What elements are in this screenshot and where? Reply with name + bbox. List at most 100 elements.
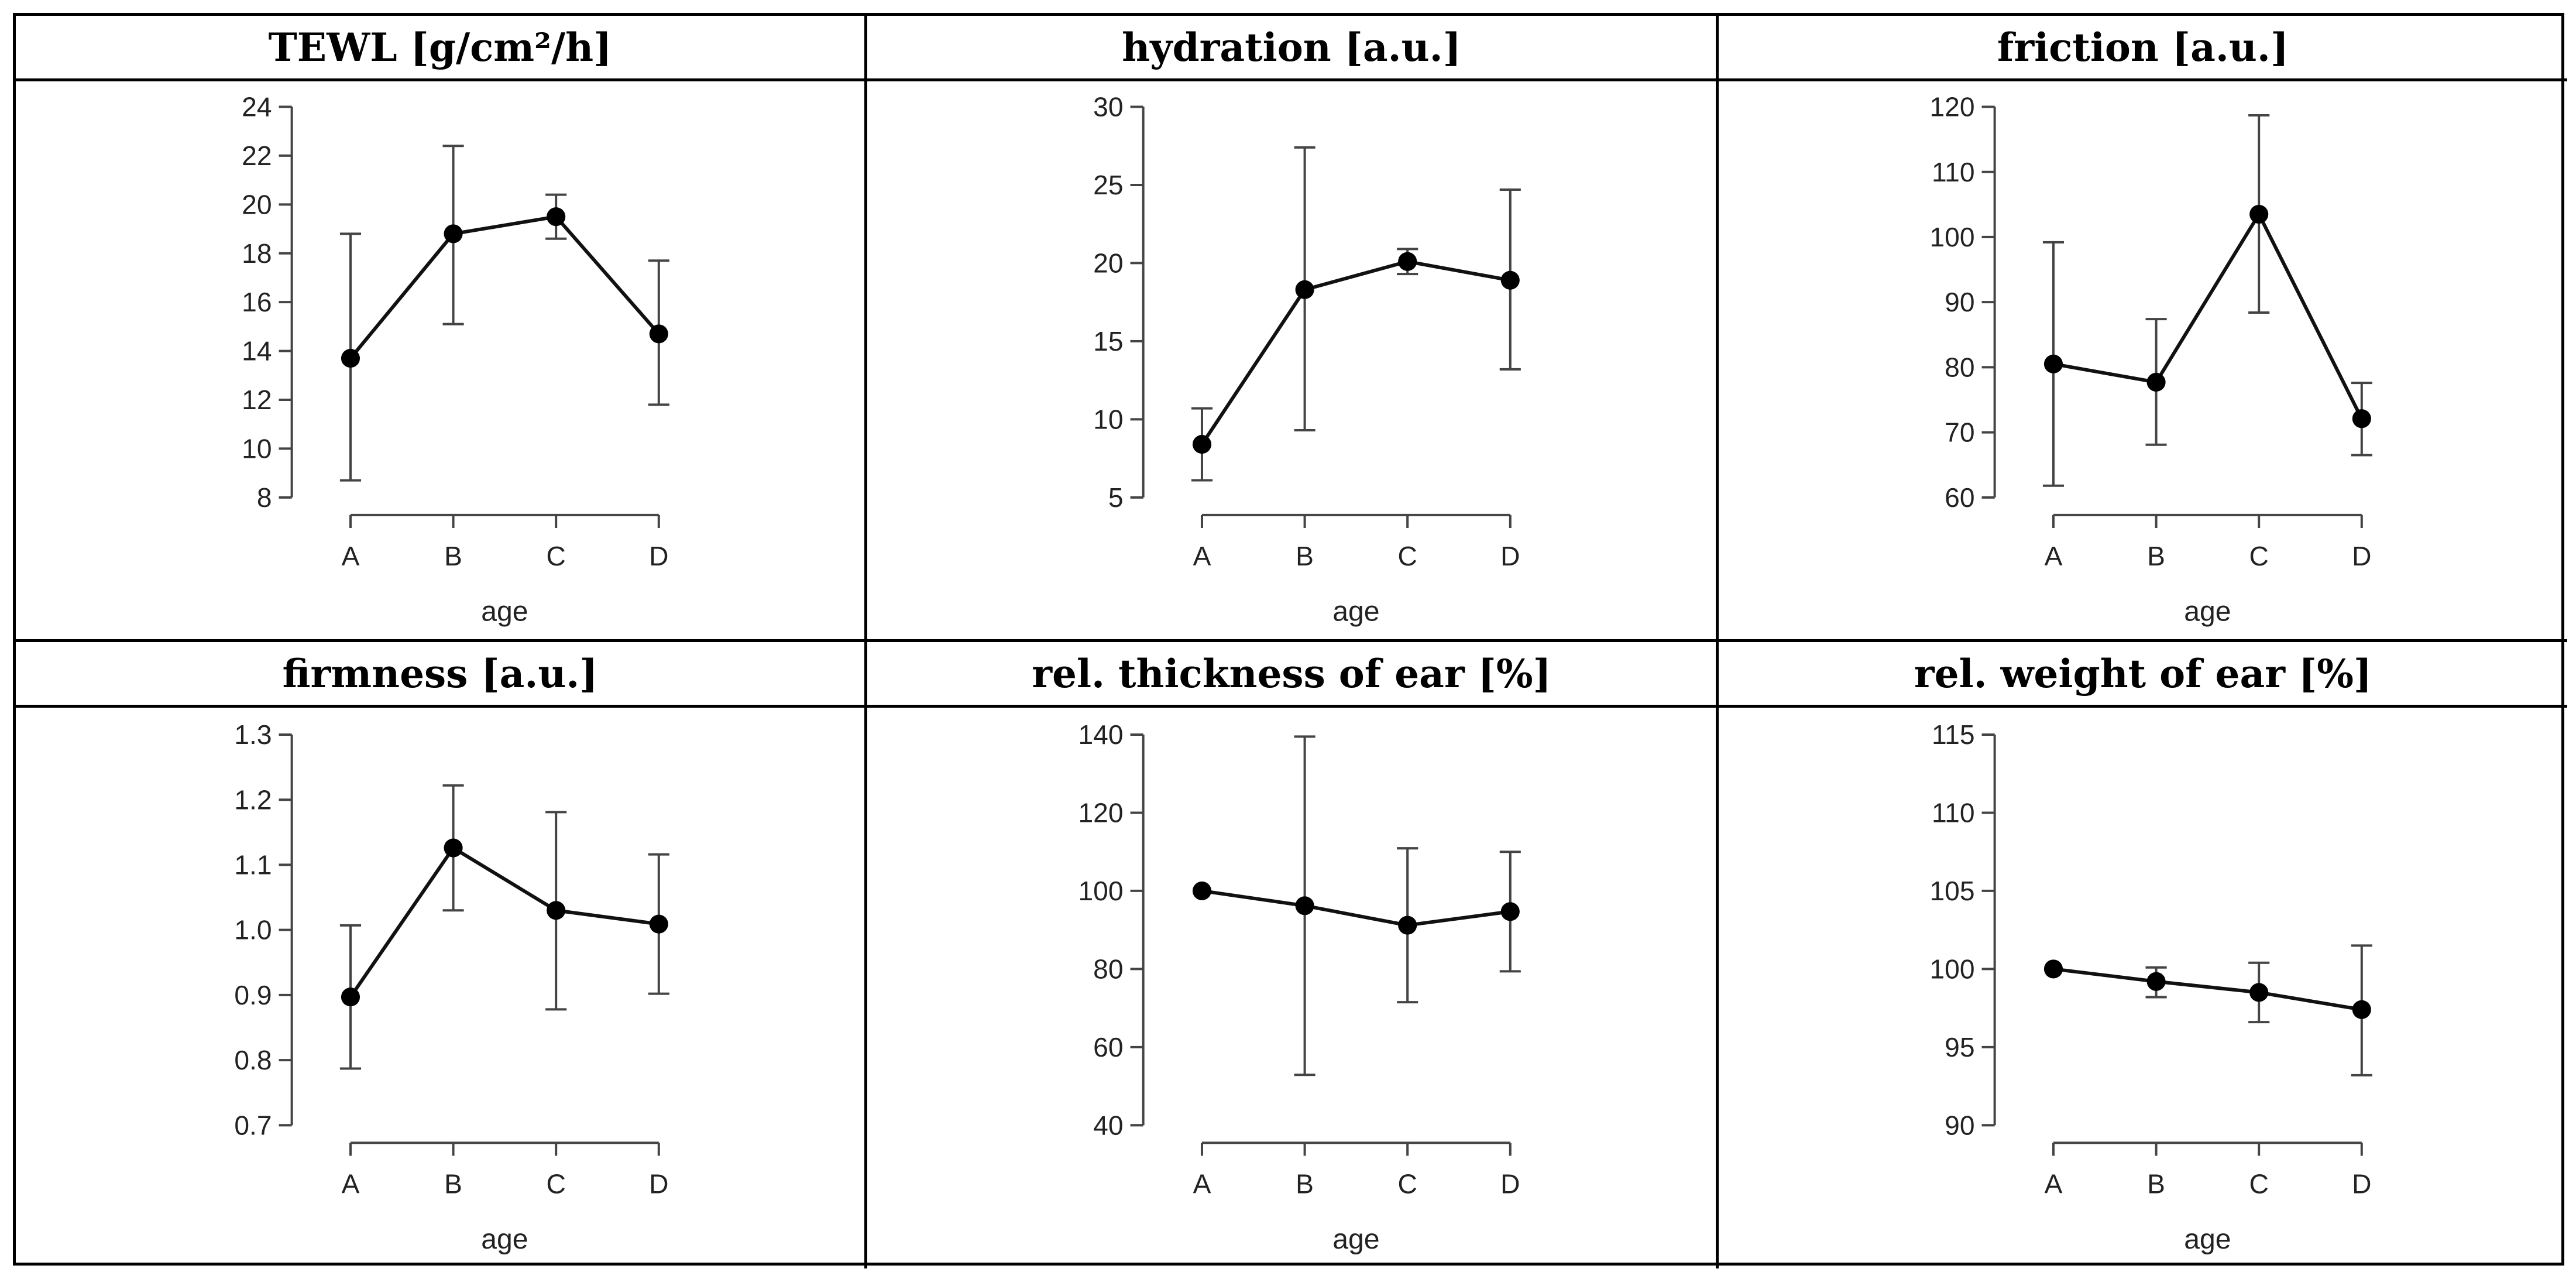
y-tick-label: 60 [1945, 482, 1974, 513]
y-tick-label: 0.8 [234, 1045, 272, 1075]
data-point [547, 207, 566, 227]
data-point [649, 914, 668, 934]
y-tick-label: 15 [1093, 326, 1123, 356]
y-tick-label: 1.1 [234, 849, 272, 880]
panel-title: hydration [a.u.] [867, 16, 1716, 81]
y-tick-label: 120 [1930, 92, 1975, 122]
x-tick-label: A [2045, 541, 2063, 571]
x-tick-label: B [444, 541, 462, 571]
data-point [1500, 902, 1520, 921]
x-tick-label: B [1296, 1169, 1314, 1199]
data-point [341, 987, 360, 1007]
y-tick-label: 14 [242, 336, 272, 366]
y-tick-label: 20 [242, 189, 272, 220]
x-tick-label: C [1398, 1169, 1417, 1199]
y-tick-label: 30 [1093, 92, 1123, 122]
data-point [1295, 280, 1314, 299]
x-tick-label: B [1296, 541, 1314, 571]
x-tick-label: C [1398, 541, 1417, 571]
data-point [649, 324, 668, 344]
y-tick-label: 100 [1930, 222, 1975, 252]
data-point [1398, 915, 1417, 935]
y-tick-label: 90 [1945, 287, 1974, 317]
data-point [2352, 409, 2371, 428]
series-line [2053, 210, 2364, 420]
x-tick-label: D [649, 1169, 668, 1199]
y-tick-label: 40 [1093, 1110, 1123, 1140]
y-tick-label: 120 [1079, 798, 1124, 828]
x-tick-label: D [1500, 541, 1520, 571]
panel-title: rel. thickness of ear [%] [867, 642, 1716, 708]
data-point [1192, 434, 1212, 454]
y-tick-label: 1.3 [234, 719, 272, 750]
x-tick-label: C [547, 541, 566, 571]
x-tick-label: C [2249, 541, 2269, 571]
x-tick-label: D [2352, 541, 2371, 571]
data-point [2249, 204, 2269, 224]
x-axis-title: age [2184, 596, 2231, 628]
y-tick-label: 90 [1945, 1110, 1974, 1140]
y-tick-label: 16 [242, 287, 272, 317]
data-point [1398, 252, 1417, 271]
panel-title: friction [a.u.] [1719, 16, 2567, 81]
y-tick-label: 12 [242, 385, 272, 415]
y-tick-label: 140 [1079, 719, 1124, 750]
x-tick-label: B [2147, 541, 2165, 571]
y-tick-label: 60 [1093, 1032, 1123, 1062]
y-tick-label: 0.7 [234, 1110, 272, 1140]
y-tick-label: 0.9 [234, 980, 272, 1010]
panel-thickness: rel. thickness of ear [%] 40 60 80 100 120 14… [867, 642, 1719, 1268]
data-point [2352, 1000, 2371, 1019]
data-point [1192, 881, 1212, 900]
data-point [1500, 270, 1520, 290]
panel-title: firmness [a.u.] [16, 642, 864, 708]
y-tick-label: 115 [1932, 719, 1975, 750]
data-point [547, 901, 566, 920]
y-tick-label: 22 [242, 140, 272, 171]
x-tick-label: B [444, 1169, 462, 1199]
x-axis-title: age [481, 596, 528, 628]
data-point [2043, 959, 2063, 979]
x-tick-label: D [1500, 1169, 1520, 1199]
x-tick-label: C [2249, 1169, 2269, 1199]
x-tick-label: A [2045, 1169, 2063, 1199]
x-tick-label: D [2352, 1169, 2371, 1199]
x-tick-label: B [2147, 1169, 2165, 1199]
data-point [341, 349, 360, 368]
y-tick-label: 100 [1930, 954, 1975, 984]
y-tick-label: 8 [257, 482, 272, 513]
y-tick-label: 10 [242, 433, 272, 464]
data-point [2043, 354, 2063, 373]
y-tick-label: 95 [1945, 1032, 1974, 1062]
x-tick-label: A [342, 1169, 360, 1199]
panel-title: TEWL [g/cm²/h] [16, 16, 864, 81]
x-tick-label: A [1193, 1169, 1211, 1199]
y-tick-label: 70 [1945, 417, 1974, 448]
y-tick-label: 18 [242, 238, 272, 269]
x-axis-title: age [1332, 596, 1379, 628]
data-point [2146, 972, 2166, 991]
series-line [1200, 259, 1511, 445]
series-line [2053, 967, 2362, 1011]
x-tick-label: D [649, 541, 668, 571]
series-line [349, 214, 661, 359]
panel-firmness: firmness [a.u.] 0.7 0.8 0.9 1.0 1.1 1.2 1.3 A B C… [16, 642, 867, 1268]
data-point [2249, 983, 2269, 1002]
x-axis-title: age [481, 1223, 528, 1255]
data-point [1295, 896, 1314, 915]
y-tick-label: 10 [1093, 404, 1123, 434]
y-tick-label: 80 [1945, 352, 1974, 382]
y-tick-label: 1.0 [234, 915, 272, 945]
y-tick-label: 5 [1108, 482, 1124, 513]
y-tick-label: 110 [1932, 157, 1975, 187]
x-tick-label: A [1193, 541, 1211, 571]
series-line [1201, 889, 1511, 927]
